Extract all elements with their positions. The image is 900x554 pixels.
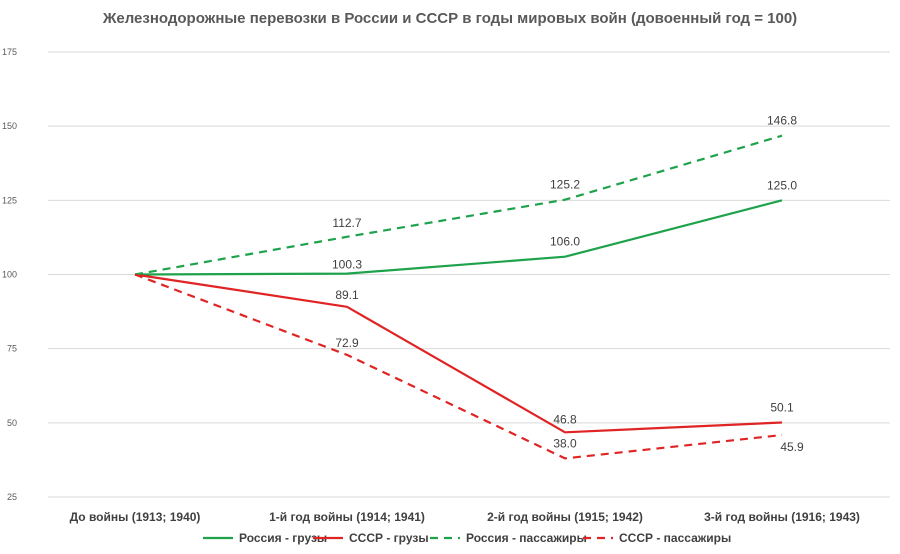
- data-label: 45.9: [780, 440, 804, 454]
- data-label: 146.8: [767, 114, 797, 128]
- data-label: 100.3: [332, 258, 362, 272]
- x-tick-label: 2-й год войны (1915; 1942): [487, 510, 643, 524]
- data-label: 89.1: [335, 288, 359, 302]
- legend-label: СССР - грузы: [349, 531, 429, 545]
- x-tick-label: 1-й год войны (1914; 1941): [269, 510, 425, 524]
- legend: Россия - грузы СССР - грузы Россия - пасса…: [203, 531, 731, 545]
- x-axis-ticks: До войны (1913; 1940) 1-й год войны (1914…: [70, 510, 860, 524]
- series-line: [134, 134, 783, 276]
- y-axis-ticks: 25 50 75 100 125 150 175: [2, 47, 17, 502]
- data-label: 125.0: [767, 178, 797, 192]
- series-line: [134, 273, 783, 460]
- legend-label: СССР - пассажиры: [619, 531, 731, 545]
- data-label: 125.2: [550, 178, 580, 192]
- data-label: 72.9: [335, 336, 359, 350]
- y-tick-label: 25: [7, 492, 17, 502]
- series-line: [134, 199, 783, 276]
- data-label: 50.1: [770, 401, 794, 415]
- data-label: 112.7: [332, 216, 361, 230]
- data-label: 38.0: [553, 436, 577, 450]
- y-tick-label: 75: [7, 344, 17, 354]
- x-tick-label: До войны (1913; 1940): [70, 510, 201, 524]
- x-tick-label: 3-й год войны (1916; 1943): [704, 510, 860, 524]
- y-tick-label: 125: [2, 195, 17, 205]
- legend-label: Россия - грузы: [239, 531, 327, 545]
- data-label: 106.0: [550, 235, 580, 249]
- legend-label: Россия - пассажиры: [466, 531, 587, 545]
- data-labels: 100.3 106.0 125.0 89.1 46.8 50.1 112.7 125.2 146…: [332, 114, 804, 454]
- y-tick-label: 50: [7, 418, 17, 428]
- chart-title: Железнодорожные перевозки в России и ССС…: [102, 10, 797, 27]
- series-line: [134, 273, 783, 434]
- y-tick-label: 175: [2, 47, 17, 57]
- y-tick-label: 100: [2, 270, 17, 280]
- series-lines: [134, 134, 783, 460]
- data-label: 46.8: [553, 412, 577, 426]
- y-tick-label: 150: [2, 121, 17, 131]
